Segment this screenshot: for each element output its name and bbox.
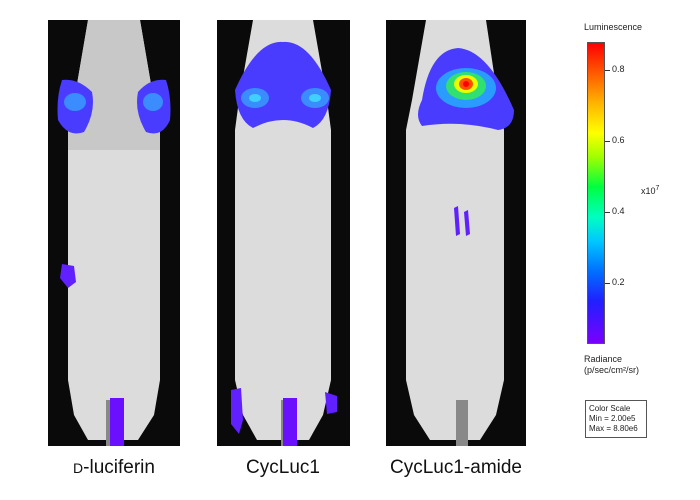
tick-mark xyxy=(605,141,610,142)
image-panel-cycluc1 xyxy=(217,20,350,446)
caption-cycluc1-amide: CycLuc1-amide xyxy=(390,457,522,478)
tick-label: 0.6 xyxy=(612,135,625,145)
tick-label: 0.2 xyxy=(612,277,625,287)
image-panel-cycluc1-amide xyxy=(386,20,526,446)
color-scale-box: Color Scale Min = 2.00e5 Max = 8.80e6 xyxy=(585,400,647,438)
tick-mark xyxy=(605,212,610,213)
mouse-image-cycluc1 xyxy=(231,20,337,446)
mouse-image-d-luciferin xyxy=(57,20,171,446)
radiance-units: Radiance (p/sec/cm²/sr) xyxy=(584,354,639,375)
image-panel-d-luciferin xyxy=(48,20,180,446)
luminescence-colorbar xyxy=(587,42,605,344)
legend-title: Luminescence xyxy=(584,22,643,32)
caption-cycluc1: CycLuc1 xyxy=(246,457,320,478)
scale-exponent: x107 xyxy=(641,185,660,196)
tick-label: 0.8 xyxy=(612,64,625,74)
caption-d-luciferin: D-luciferin xyxy=(73,457,155,478)
mouse-image-cycluc1-amide xyxy=(406,20,514,446)
tick-mark xyxy=(605,70,610,71)
tick-label: 0.4 xyxy=(612,206,625,216)
tick-mark xyxy=(605,283,610,284)
